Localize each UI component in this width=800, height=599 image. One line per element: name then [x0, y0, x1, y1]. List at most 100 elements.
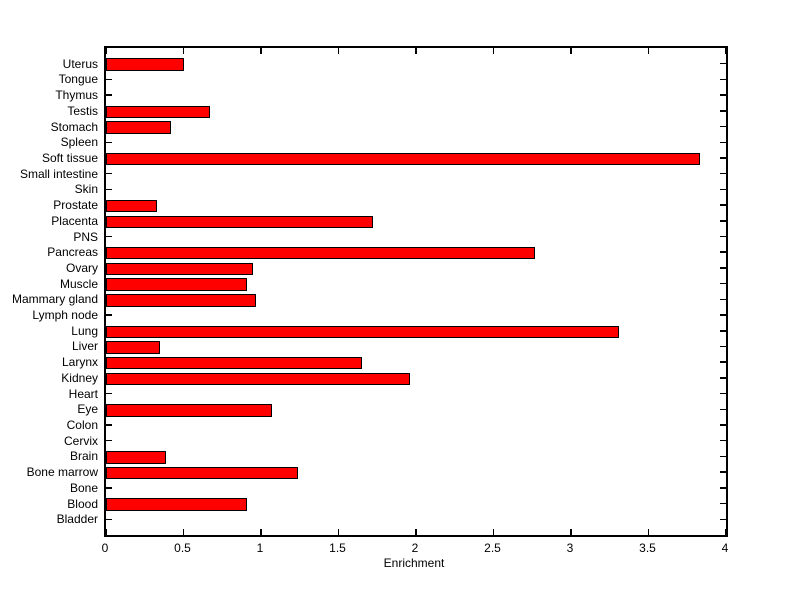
bar: [106, 372, 410, 386]
y-axis-tick-right: [720, 204, 726, 206]
category-label: Thymus: [55, 88, 98, 103]
x-axis-tick-top: [570, 48, 572, 54]
category-label: Heart: [68, 386, 98, 401]
y-axis-tick-right: [720, 282, 726, 285]
x-axis-tick: [337, 529, 340, 535]
category-label: Stomach: [50, 119, 98, 134]
bar: [106, 262, 254, 276]
category-label: Blood: [67, 496, 98, 511]
y-axis-tick-left: [106, 392, 112, 395]
category-label: Soft tissue: [41, 150, 98, 165]
x-tick-label: 0.5: [174, 541, 191, 555]
y-axis-tick-left: [106, 487, 112, 489]
y-axis-tick-right: [720, 267, 726, 269]
x-axis-tick-top: [415, 48, 417, 54]
y-axis-tick-right: [720, 141, 726, 143]
category-label: Kidney: [61, 370, 98, 385]
x-tick-label: 4: [721, 541, 729, 555]
bar: [106, 451, 167, 464]
y-axis-tick-right: [720, 330, 726, 332]
y-axis-tick-left: [106, 94, 112, 96]
category-label: Eye: [77, 402, 98, 417]
y-axis-tick-left: [106, 188, 112, 191]
y-axis-tick-right: [720, 235, 726, 238]
y-axis-tick-right: [720, 220, 726, 222]
x-tick-label: 3.5: [639, 541, 656, 555]
y-axis-tick-right: [720, 424, 726, 426]
x-axis-tick-top: [492, 48, 495, 54]
category-label: Larynx: [61, 355, 98, 370]
category-label: Colon: [66, 418, 98, 433]
x-axis-tick: [415, 529, 417, 535]
category-label: Ovary: [65, 260, 98, 275]
category-label: Lymph node: [32, 308, 98, 323]
plot-area: [104, 46, 728, 537]
category-label: Mammary gland: [11, 292, 98, 307]
x-tick-label: 0: [101, 541, 109, 555]
x-axis-tick: [182, 529, 185, 535]
y-axis-tick-left: [106, 172, 112, 175]
y-axis-tick-right: [720, 408, 726, 411]
x-tick-label: 3: [566, 541, 574, 555]
y-axis-tick-right: [720, 314, 726, 316]
y-axis-tick-left: [106, 141, 112, 143]
category-label: Placenta: [51, 213, 98, 228]
category-label: Bladder: [56, 512, 98, 527]
category-label: Bone marrow: [26, 465, 98, 480]
y-axis-tick-right: [720, 62, 726, 65]
category-label: Liver: [71, 339, 98, 354]
category-label: Tongue: [58, 72, 98, 87]
category-label: Testis: [67, 103, 98, 118]
y-axis-tick-right: [720, 125, 726, 128]
bar: [106, 199, 158, 213]
y-axis-tick-right: [720, 172, 726, 175]
x-axis-tick: [492, 529, 495, 535]
y-axis-tick-right: [720, 392, 726, 395]
x-axis-tick-top: [260, 48, 262, 54]
bar: [106, 278, 248, 291]
y-axis-tick-left: [106, 439, 112, 442]
bar: [106, 498, 248, 511]
y-axis-tick-right: [720, 78, 726, 81]
y-axis-tick-right: [720, 94, 726, 96]
bar: [106, 294, 257, 307]
x-axis-tick-top: [105, 48, 107, 54]
bar: [106, 121, 172, 134]
y-axis-tick-left: [106, 314, 112, 316]
x-axis-tick: [570, 529, 572, 535]
x-axis-tick-top: [337, 48, 340, 54]
x-axis-tick-top: [182, 48, 185, 54]
category-label: PNS: [73, 229, 98, 244]
x-tick-label: 2: [411, 541, 419, 555]
y-axis-tick-right: [720, 345, 726, 348]
y-axis-tick-right: [720, 487, 726, 489]
y-axis-tick-left: [106, 424, 112, 426]
y-axis-tick-right: [720, 439, 726, 442]
category-label: Skin: [74, 182, 98, 197]
y-axis-tick-right: [720, 377, 726, 379]
y-axis-tick-right: [720, 157, 726, 159]
category-label: Prostate: [53, 198, 98, 213]
x-axis-tick: [647, 529, 650, 535]
bar: [106, 466, 299, 480]
y-axis-tick-right: [720, 298, 726, 301]
x-axis-title: Enrichment: [383, 556, 445, 570]
y-axis-tick-right: [720, 455, 726, 458]
x-axis-tick: [260, 529, 262, 535]
x-tick-label: 1: [256, 541, 264, 555]
y-axis-tick-right: [720, 471, 726, 473]
y-axis-tick-right: [720, 110, 726, 112]
bar: [106, 58, 184, 71]
x-axis-tick: [105, 529, 107, 535]
category-label: Pancreas: [47, 245, 98, 260]
y-axis-tick-right: [720, 251, 726, 253]
y-axis-tick-left: [106, 518, 112, 521]
category-label: Spleen: [60, 135, 98, 150]
category-label: Cervix: [63, 433, 98, 448]
category-label: Muscle: [59, 276, 98, 291]
y-axis-tick-right: [720, 188, 726, 191]
bar: [106, 152, 700, 166]
bar: [106, 246, 536, 260]
category-label: Uterus: [62, 56, 98, 71]
